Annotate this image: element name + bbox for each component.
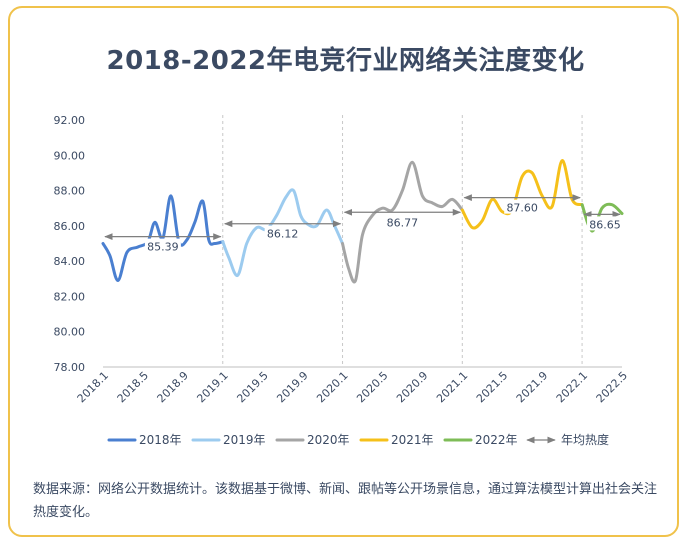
x-tick-label-5: 2019.9 — [274, 369, 310, 405]
chart-card — [8, 6, 679, 537]
average-label-1: 85.39 — [147, 241, 179, 254]
average-label-bg-1 — [144, 238, 181, 253]
x-tick-label-7: 2020.5 — [354, 369, 390, 405]
y-tick-label-0: 92.00 — [54, 114, 86, 127]
legend-label-3: 2020年 — [307, 433, 350, 447]
y-tick-label-6: 80.00 — [54, 326, 86, 339]
series-line-3 — [341, 160, 464, 284]
series-line-2 — [221, 188, 344, 277]
x-tick-label-12: 2022.1 — [554, 369, 590, 405]
y-tick-label-4: 84.00 — [54, 255, 86, 268]
x-tick-label-6: 2020.1 — [314, 369, 350, 405]
x-tick-label-11: 2021.9 — [514, 369, 550, 405]
x-tick-label-1: 2018.5 — [115, 369, 151, 405]
legend-label-6: 年均热度 — [561, 432, 609, 447]
y-tick-label-2: 88.00 — [54, 185, 86, 198]
line-chart: 92.00 90.00 88.00 86.00 84.00 82.00 80.00 78.00… — [54, 114, 631, 447]
x-tick-label-13: 2022.5 — [594, 369, 630, 405]
x-tick-label-0: 2018.1 — [75, 369, 111, 405]
average-label-bg-4 — [504, 199, 541, 214]
y-tick-label-3: 86.00 — [54, 220, 86, 233]
average-label-bg-5 — [587, 216, 624, 231]
source-note: 数据来源：网络公开数据统计。该数据基于微博、新闻、跟帖等公开场景信息，通过算法模… — [33, 482, 658, 520]
x-tick-label-4: 2019.5 — [234, 369, 270, 405]
average-label-2: 86.12 — [267, 228, 299, 241]
x-tick-label-2: 2018.9 — [155, 369, 191, 405]
series-line-4 — [460, 159, 584, 230]
average-label-3: 86.77 — [387, 216, 419, 229]
legend-label-5: 2022年 — [475, 433, 518, 447]
legend-label-1: 2018年 — [139, 433, 182, 447]
series-line-1 — [101, 194, 225, 283]
x-tick-label-10: 2021.5 — [474, 369, 510, 405]
x-tick-label-9: 2021.1 — [434, 369, 470, 405]
average-label-4: 87.60 — [506, 202, 538, 215]
y-tick-label-1: 90.00 — [54, 149, 86, 162]
average-label-5: 86.65 — [589, 218, 621, 231]
page-title: 2018-2022年电竞行业网络关注度变化 — [106, 46, 585, 76]
average-label-bg-3 — [384, 214, 421, 229]
y-tick-label-5: 82.00 — [54, 290, 86, 303]
legend-label-2: 2019年 — [223, 433, 266, 447]
legend-label-4: 2021年 — [391, 433, 434, 447]
x-tick-label-3: 2019.1 — [194, 369, 230, 405]
y-tick-label-7: 78.00 — [54, 361, 86, 374]
x-tick-label-8: 2020.9 — [394, 369, 430, 405]
average-label-bg-2 — [264, 225, 301, 240]
